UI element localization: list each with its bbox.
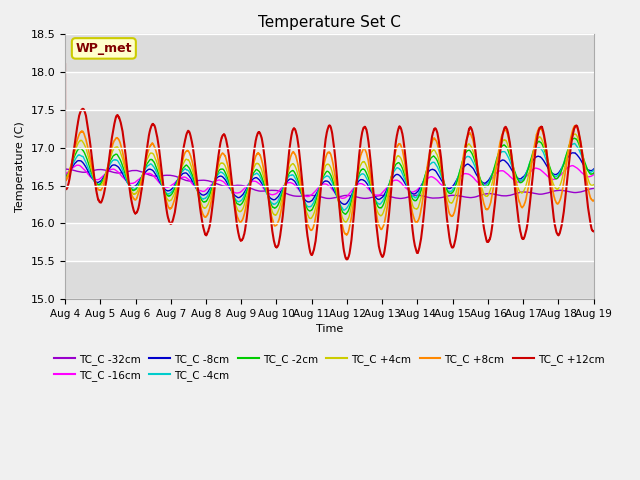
Line: TC_C -16cm: TC_C -16cm: [65, 140, 594, 198]
TC_C -32cm: [589, 186, 597, 192]
TC_C -16cm: [61, 137, 69, 143]
TC_C +4cm: [419, 189, 426, 195]
Bar: [65, 223, 594, 261]
TC_C +4cm: [61, 177, 69, 183]
Line: TC_C -32cm: TC_C -32cm: [65, 169, 594, 198]
TC_C -32cm: [61, 166, 69, 172]
TC_C -32cm: [478, 192, 486, 198]
TC_C +12cm: [589, 228, 597, 234]
TC_C -8cm: [478, 179, 486, 185]
TC_C +4cm: [310, 212, 317, 217]
TC_C -8cm: [61, 128, 69, 134]
TC_C +12cm: [419, 225, 426, 230]
TC_C +4cm: [478, 184, 486, 190]
Line: TC_C -8cm: TC_C -8cm: [65, 131, 594, 204]
TC_C -16cm: [478, 182, 486, 188]
TC_C -32cm: [310, 192, 317, 198]
TC_C +12cm: [448, 244, 456, 250]
TC_C -4cm: [478, 180, 486, 185]
TC_C -2cm: [448, 190, 456, 196]
Bar: [65, 148, 594, 186]
TC_C -32cm: [448, 192, 456, 198]
TC_C +8cm: [419, 199, 426, 204]
Bar: [65, 261, 594, 299]
TC_C +4cm: [448, 200, 456, 206]
TC_C +4cm: [156, 172, 164, 178]
Line: TC_C -2cm: TC_C -2cm: [65, 119, 594, 214]
TC_C -4cm: [61, 118, 69, 124]
TC_C -8cm: [419, 180, 426, 186]
TC_C -32cm: [419, 193, 426, 199]
TC_C -16cm: [590, 172, 598, 178]
TC_C +8cm: [342, 232, 350, 238]
TC_C -16cm: [589, 172, 597, 178]
TC_C -32cm: [61, 166, 69, 172]
TC_C +8cm: [448, 213, 456, 219]
TC_C -8cm: [156, 180, 164, 185]
TC_C -16cm: [339, 195, 347, 201]
TC_C -2cm: [310, 204, 317, 210]
TC_C -8cm: [448, 184, 456, 190]
TC_C -4cm: [589, 168, 597, 174]
TC_C -2cm: [589, 171, 597, 177]
Bar: [65, 72, 594, 110]
TC_C +4cm: [342, 219, 349, 225]
TC_C -16cm: [448, 184, 456, 190]
TC_C -4cm: [340, 207, 348, 213]
TC_C -4cm: [156, 178, 164, 183]
TC_C -8cm: [589, 167, 597, 173]
Y-axis label: Temperature (C): Temperature (C): [15, 121, 25, 212]
TC_C -8cm: [340, 202, 348, 207]
Bar: [65, 34, 594, 72]
Line: TC_C +4cm: TC_C +4cm: [65, 134, 594, 222]
TC_C -16cm: [310, 190, 317, 196]
Line: TC_C -4cm: TC_C -4cm: [65, 121, 594, 210]
Bar: [65, 186, 594, 223]
TC_C +8cm: [156, 167, 164, 173]
TC_C -2cm: [342, 211, 349, 217]
TC_C -4cm: [419, 181, 426, 187]
TC_C +8cm: [589, 198, 597, 204]
TC_C -2cm: [478, 180, 486, 185]
TC_C -32cm: [590, 185, 598, 191]
TC_C -16cm: [156, 180, 164, 186]
TC_C -4cm: [448, 188, 456, 194]
TC_C +4cm: [589, 182, 597, 188]
TC_C -32cm: [326, 195, 333, 201]
TC_C -4cm: [590, 167, 598, 173]
TC_C +8cm: [310, 224, 317, 230]
TC_C +12cm: [61, 61, 69, 67]
Line: TC_C +12cm: TC_C +12cm: [65, 64, 594, 260]
Line: TC_C +8cm: TC_C +8cm: [65, 121, 594, 235]
TC_C +12cm: [590, 228, 598, 234]
TC_C +12cm: [478, 207, 486, 213]
TC_C +8cm: [61, 118, 69, 124]
TC_C +4cm: [590, 182, 598, 188]
TC_C +12cm: [343, 257, 351, 263]
TC_C +8cm: [590, 197, 598, 203]
TC_C -8cm: [590, 166, 598, 172]
Title: Temperature Set C: Temperature Set C: [258, 15, 401, 30]
X-axis label: Time: Time: [316, 324, 343, 335]
Legend: TC_C -32cm, TC_C -16cm, TC_C -8cm, TC_C -4cm, TC_C -2cm, TC_C +4cm, TC_C +8cm, T: TC_C -32cm, TC_C -16cm, TC_C -8cm, TC_C …: [50, 349, 609, 385]
TC_C -2cm: [61, 116, 69, 122]
TC_C -32cm: [156, 173, 164, 179]
TC_C +8cm: [478, 191, 486, 197]
TC_C -16cm: [419, 181, 426, 187]
TC_C +12cm: [156, 154, 164, 159]
TC_C -2cm: [590, 170, 598, 176]
TC_C -2cm: [156, 175, 164, 181]
Text: WP_met: WP_met: [76, 42, 132, 55]
Bar: [65, 110, 594, 148]
TC_C +4cm: [571, 131, 579, 137]
TC_C -8cm: [310, 196, 317, 202]
TC_C -4cm: [310, 200, 317, 206]
TC_C -2cm: [419, 183, 426, 189]
TC_C +12cm: [310, 248, 317, 254]
